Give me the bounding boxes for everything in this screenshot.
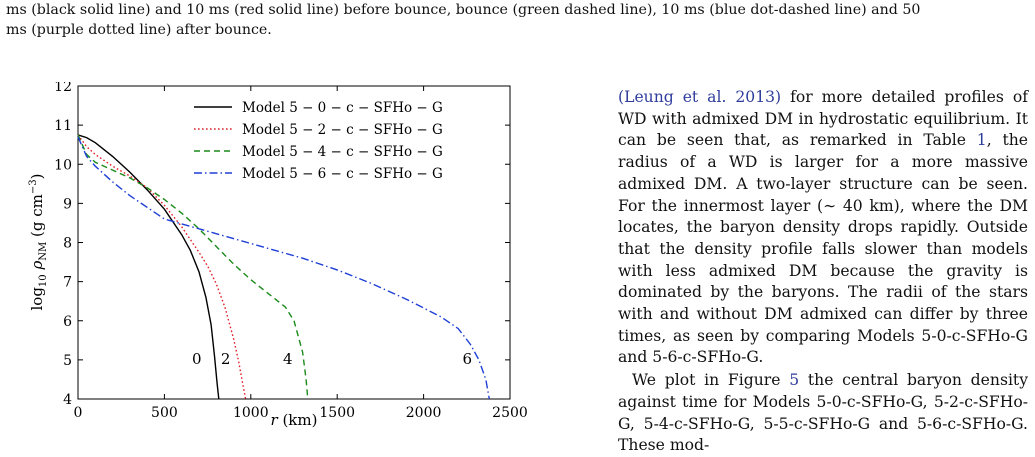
x-axis-label: r (km) [271, 411, 318, 429]
legend-entry: Model 5 − 6 − c − SFHo − G [242, 166, 443, 182]
x-tick-label: 0 [74, 405, 83, 421]
caption-line-1: ms (black solid line) and 10 ms (red sol… [6, 2, 921, 18]
series-end-label: 4 [283, 350, 293, 368]
y-tick-label: 9 [63, 196, 72, 212]
legend-entry: Model 5 − 2 − c − SFHo − G [242, 122, 443, 138]
legend-entry: Model 5 − 0 − c − SFHo − G [242, 100, 443, 116]
y-tick-label: 7 [63, 275, 72, 291]
figure-ref-link[interactable]: 5 [789, 371, 800, 390]
series-line-4 [77, 134, 309, 400]
density-profile-chart: 0 500 1000 1500 2000 2500 4 5 6 7 8 9 10 11 12 0 2 4 6 Mo… [28, 79, 528, 429]
series-line-2 [77, 134, 247, 400]
paragraph-1-text-b: , the radius of a WD is larger for a mor… [618, 131, 1028, 367]
series-line-6 [77, 136, 490, 400]
y-tick-label: 11 [54, 118, 72, 134]
paragraph-1: (Leung et al. 2013) for more detailed pr… [618, 87, 1028, 369]
y-tick-label: 6 [63, 314, 72, 330]
series-end-label: 2 [221, 350, 231, 368]
y-tick-label: 5 [63, 353, 72, 369]
x-tick-label: 1000 [233, 405, 269, 421]
x-tick-label: 1500 [319, 405, 355, 421]
y-tick-label: 10 [54, 157, 72, 173]
x-tick-label: 500 [151, 405, 178, 421]
paragraph-2: We plot in Figure 5 the central baryon d… [618, 370, 1028, 457]
x-tick-label: 2000 [406, 405, 442, 421]
paragraph-1-text-a: for more detailed profiles of WD with ad… [618, 88, 1028, 150]
density-profile-figure: 0 500 1000 1500 2000 2500 4 5 6 7 8 9 10 11 12 0 2 4 6 Mo… [26, 79, 566, 432]
series-end-label: 6 [462, 350, 472, 368]
citation-link-leung-2013[interactable]: (Leung et al. 2013) [618, 88, 782, 106]
table-ref-link[interactable]: 1 [976, 131, 987, 150]
y-tick-label: 4 [63, 392, 72, 408]
paragraph-2-text-a: We plot in Figure [632, 371, 790, 390]
legend-entry: Model 5 − 4 − c − SFHo − G [242, 144, 443, 160]
y-axis-label: log10 ρNM (g cm−3) [28, 173, 49, 310]
x-tick-label: 2500 [492, 405, 528, 421]
body-text-column: (Leung et al. 2013) for more detailed pr… [618, 87, 1028, 457]
y-tick-label: 12 [54, 82, 72, 95]
series-line-0 [77, 134, 220, 400]
series-end-label: 0 [192, 350, 202, 368]
figure-caption: ms (black solid line) and 10 ms (red sol… [6, 0, 1028, 40]
y-tick-label: 8 [63, 236, 72, 252]
caption-line-2: ms (purple dotted line) after bounce. [6, 22, 272, 38]
